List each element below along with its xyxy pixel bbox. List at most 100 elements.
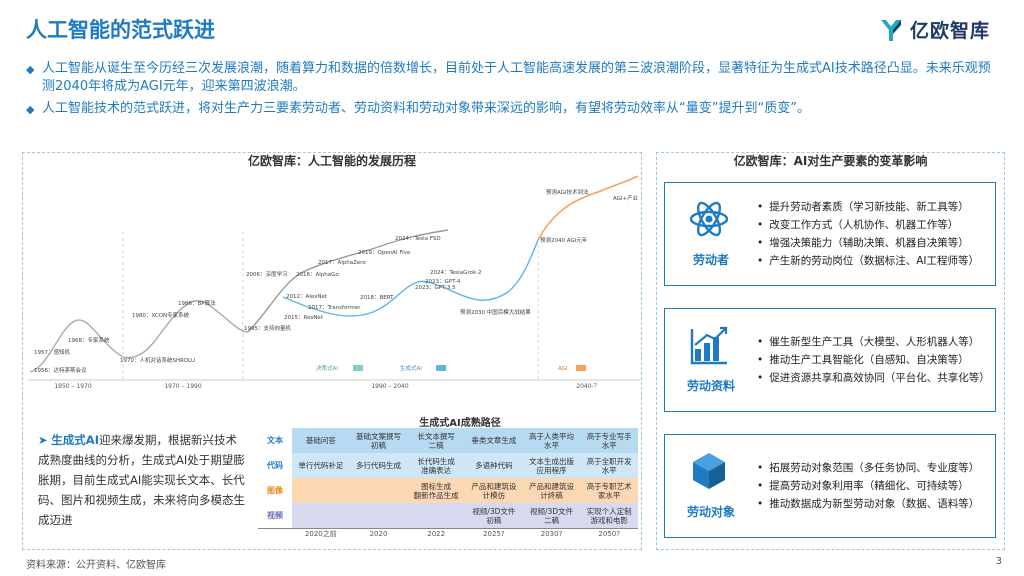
cube-icon [693, 453, 725, 489]
timeline-event: 1957：感知机 [34, 348, 70, 356]
roadmap-year: 2050? [598, 530, 620, 538]
brand-logo: 亿欧智库 [878, 16, 990, 43]
timeline-event: 2016：AlphaGo [296, 272, 339, 278]
roadmap-year: 2030? [540, 530, 563, 538]
timeline-event: 2017：Transformer [308, 305, 361, 311]
diamond-icon: ◆ [26, 63, 35, 76]
legend-swatch [576, 365, 586, 371]
timeline-event: 1980：XCON专家系统 [132, 311, 190, 319]
page-title: 人工智能的范式跃进 [26, 18, 215, 42]
roadmap-cell [349, 478, 408, 503]
roadmap-cell: 长代码生成 准确表达 [407, 453, 466, 478]
intro-bullet-text: 人工智能技术的范式跃进，将对生产力三要素劳动者、劳动资料和劳动对象带来深远的影响… [42, 101, 810, 116]
roadmap-year: 2025? [483, 530, 505, 538]
timeline-event: AGI+产业 [613, 194, 639, 202]
timeline-period: 2040-？ [576, 383, 599, 390]
roadmap-cell: 多行代码生成 [349, 453, 408, 478]
card-item: 促进资源共享和高效协同（平台化、共享化等） [757, 369, 990, 387]
card-title: 劳动资料 [686, 379, 735, 393]
roadmap-cell: 多语种代码 [465, 453, 523, 478]
wave-curve-generative [282, 239, 539, 317]
card-list: 催生新型生产工具（大模型、人形机器人等） 推动生产工具智能化（自感知、自决策等）… [757, 309, 990, 411]
timeline-event: 预测2040 AGI元年 [540, 236, 588, 244]
roadmap-year: 2020之前 [304, 530, 337, 538]
card-title: 劳动对象 [686, 505, 735, 519]
timeline-chart: 1956：达特茅斯会议 1957：感知机 1968：专家系统 1970：人机对话… [28, 175, 640, 390]
roadmap-cell [292, 503, 350, 528]
timeline-event: 2023：GPT-3.5 [415, 285, 456, 291]
impact-panel [656, 152, 1005, 550]
roadmap-years-spacer [258, 529, 292, 540]
impact-panel-title: 亿欧智库：AI对生产要素的变革影响 [733, 154, 928, 168]
roadmap-row-label: 视频 [267, 511, 283, 520]
roadmap-cell: 基础问答 [292, 428, 350, 453]
timeline-event: 2012：AlexNet [286, 294, 328, 300]
timeline-event: 1986：BP算法 [178, 299, 216, 307]
timeline-periods: 1950 – 1970 1970 – 1990 1990 – 2040 2040… [54, 383, 599, 390]
timeline-event: 2019：OpenAI Five [358, 250, 411, 256]
generative-ai-note: ➤ 生成式AI迎来爆发期，根据新兴技术成熟度曲线的分析，生成式AI处于期望膨胀期… [38, 430, 248, 530]
timeline-period: 1990 – 2040 [371, 383, 409, 390]
roadmap-row-label: 图像 [267, 486, 283, 495]
chart-icon [690, 326, 728, 365]
intro-bullets: ◆ 人工智能从诞生至今历经三次发展浪潮，随着算力和数据的倍数增长，目前处于人工智… [26, 60, 1001, 123]
timeline-event: 2017：AlphaZero [318, 260, 366, 266]
card-item: 拓展劳动对象范围（多任务协同、专业度等） [757, 459, 979, 477]
roadmap-cell [407, 503, 466, 528]
card-list: 拓展劳动对象范围（多任务协同、专业度等） 提高劳动对象利用率（精细化、可持续等）… [757, 435, 979, 537]
roadmap-row: 代码 单行代码补足 多行代码生成 长代码生成 准确表达 多语种代码 文本生成出版 应用程序… [258, 453, 639, 478]
card-item: 改变工作方式（人机协作、机器工作等） [757, 216, 979, 234]
roadmap-cell [292, 478, 350, 503]
card-item: 产生新的劳动岗位（数据标注、AI工程师等） [757, 252, 979, 270]
intro-bullet-text: 人工智能从诞生至今历经三次发展浪潮，随着算力和数据的倍数增长，目前处于人工智能高… [42, 61, 991, 94]
timeline-period: 1950 – 1970 [54, 383, 92, 390]
card-item: 提升劳动者素质（学习新技能、新工具等） [757, 198, 979, 216]
roadmap-cell: 产品和建筑设 计终稿 [522, 478, 581, 503]
intro-bullet: ◆ 人工智能从诞生至今历经三次发展浪潮，随着算力和数据的倍数增长，目前处于人工智… [26, 60, 1001, 96]
legend-swatch [353, 365, 363, 371]
card-item: 推动生产工具智能化（自感知、自决策等） [757, 351, 990, 369]
roadmap-cell: 视频/3D文件 二稿 [522, 503, 581, 528]
legend-label: 决策式AI [316, 364, 338, 372]
timeline-period: 1970 – 1990 [164, 383, 202, 390]
roadmap-cell: 产品和建筑设 计模仿 [465, 478, 523, 503]
impact-card-object: 劳动对象 拓展劳动对象范围（多任务协同、专业度等） 提高劳动对象利用率（精细化、… [664, 434, 996, 538]
wave-curve-agi [537, 175, 639, 241]
timeline-event: 预测2030 中国百模大战结果 [460, 308, 531, 316]
roadmap-cell: 高于专业写手 水平 [580, 428, 639, 453]
timeline-event: 1956：达特茅斯会议 [34, 366, 87, 374]
card-item: 增强决策能力（辅助决策、机器自决策等） [757, 234, 979, 252]
legend-label: AGI [558, 366, 568, 372]
roadmap-title: 生成式AI成熟路径 [419, 418, 501, 429]
roadmap-table: 文本 基础问答 基础文案撰写 初稿 长文本撰写 二稿 垂类文章生成 高于人类平均 水平 高于… [258, 428, 639, 540]
timeline-event: 2015：ResNet [284, 315, 324, 321]
timeline-event: 1968：专家系统 [68, 336, 110, 344]
timeline-event: 2024：TeslaGrok-2 [430, 270, 482, 276]
timeline-dividers [28, 232, 640, 381]
legend-label: 生成式AI [400, 364, 422, 372]
note-text: 迎来爆发期，根据新兴技术成熟度曲线的分析，生成式AI处于期望膨胀期，目前生成式A… [38, 433, 245, 527]
page-number: 3 [995, 556, 1002, 567]
note-highlight: 生成式AI [51, 433, 99, 447]
roadmap-row: 图像 图标生成 翻新作品生成 产品和建筑设 计模仿 产品和建筑设 计终稿 高于专职艺术 … [258, 478, 639, 503]
card-item: 提高劳动对象利用率（精细化、可持续等） [757, 477, 979, 495]
development-panel [22, 152, 642, 550]
timeline-legend: 决策式AI 生成式AI AGI [316, 364, 586, 372]
timeline-event: 预测AGI技术到法 [546, 188, 589, 196]
development-panel-title: 亿欧智库：人工智能的发展历程 [247, 154, 416, 168]
card-item: 催生新型生产工具（大模型、人形机器人等） [757, 333, 990, 351]
roadmap-cell: 基础文案撰写 初稿 [349, 428, 408, 453]
roadmap-cell: 高于全职开发 水平 [580, 453, 639, 478]
roadmap-cell: 文本生成出版 应用程序 [522, 453, 581, 478]
roadmap-cell: 高于专职艺术 家水平 [580, 478, 639, 503]
roadmap-row: 视频 视频/3D文件 初稿 视频/3D文件 二稿 实现个人定制 游戏和电影 [258, 503, 639, 528]
roadmap-row: 文本 基础问答 基础文案撰写 初稿 长文本撰写 二稿 垂类文章生成 高于人类平均 水平 高于… [258, 428, 639, 453]
roadmap-row-label: 文本 [267, 436, 283, 445]
card-title: 劳动者 [692, 253, 729, 267]
timeline-event: 2023：GPT-4 [425, 279, 461, 285]
wave-curve-decision [247, 229, 449, 333]
timeline-event: 2006：深度学习 [246, 270, 288, 278]
roadmap-cell: 图标生成 翻新作品生成 [407, 478, 466, 503]
roadmap-year: 2022 [427, 530, 446, 538]
roadmap-cell: 实现个人定制 游戏和电影 [580, 503, 639, 528]
